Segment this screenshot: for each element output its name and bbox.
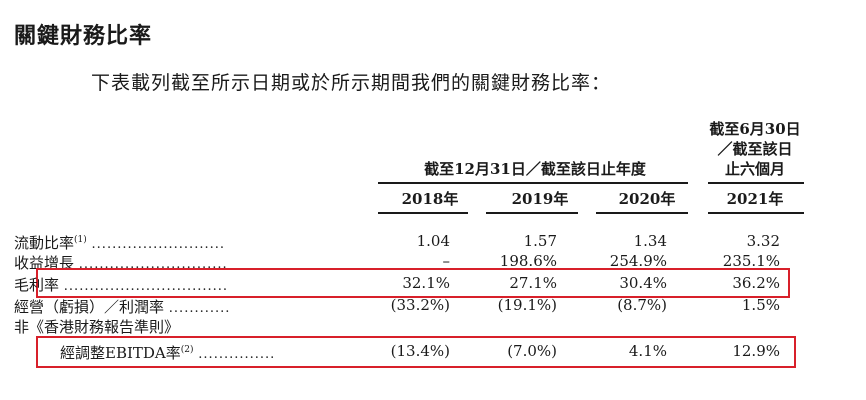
cell: (8.7%) <box>617 296 667 314</box>
cell: 36.2% <box>732 274 780 292</box>
cell: 4.1% <box>628 342 667 360</box>
row-non-hkfrs-label: 非《香港財務報告準則》 <box>14 316 179 337</box>
year-2020: 2020年 <box>618 190 676 208</box>
leader-dots: ............ <box>168 301 231 316</box>
leader-dots: ................................ <box>63 279 229 294</box>
cell: 1.5% <box>741 296 780 314</box>
row-label-text: 非《香港財務報告準則》 <box>14 318 180 336</box>
cell: 198.6% <box>499 252 557 270</box>
cell: 254.9% <box>609 252 667 270</box>
year-rule-2018 <box>378 212 468 214</box>
year-rule-2020 <box>596 212 688 214</box>
leader-dots: ............... <box>198 347 276 362</box>
h2021-header-rule <box>708 182 804 184</box>
row-gross-margin-label: 毛利率 ................................ <box>14 274 228 295</box>
row-label-text: 經調整EBITDA率 <box>60 344 181 362</box>
intro-paragraph: 下表載列截至所示日期或於所示期間我們的關鍵財務比率： <box>91 72 612 94</box>
group-header-rule <box>378 182 688 184</box>
cell: 3.32 <box>746 232 780 250</box>
row-operating-margin-label: 經營（虧損）／利潤率 ............ <box>14 296 230 317</box>
cell: 235.1% <box>722 252 780 270</box>
year-2019: 2019年 <box>511 190 569 208</box>
cell: 32.1% <box>402 274 450 292</box>
cell: (7.0%) <box>507 342 557 360</box>
cell: (19.1%) <box>497 296 557 314</box>
row-label-text: 收益增長 <box>14 254 75 272</box>
row-label-text: 流動比率 <box>14 234 75 252</box>
cell: (13.4%) <box>390 342 450 360</box>
highlight-box-adjusted-ebitda <box>36 336 796 368</box>
row-adjusted-ebitda-label: 經調整EBITDA率(2) ............... <box>60 342 275 363</box>
year-rule-2021 <box>708 212 804 214</box>
leader-dots: .......................... <box>91 237 225 252</box>
cell: 30.4% <box>619 274 667 292</box>
cell: 1.57 <box>523 232 557 250</box>
cell: 1.34 <box>633 232 667 250</box>
highlight-box-gross-margin <box>36 268 790 298</box>
h2021-line2: ／截至該日 <box>717 140 793 158</box>
footnote-ref: (1) <box>74 235 87 245</box>
row-current-ratio-label: 流動比率(1) .......................... <box>14 232 225 253</box>
year-rule-2019 <box>486 212 578 214</box>
section-title: 關鍵財務比率 <box>14 24 153 49</box>
cell: 27.1% <box>509 274 557 292</box>
cell: – <box>442 252 451 270</box>
footnote-ref: (2) <box>180 345 194 355</box>
h2021-line3: 止六個月 <box>724 160 785 178</box>
cell: 12.9% <box>732 342 780 360</box>
h2021-line1: 截至6月30日 <box>709 120 801 138</box>
cell: (33.2%) <box>390 296 450 314</box>
period-group-header: 截至12月31日／截至該日止年度 <box>424 160 646 178</box>
year-2018: 2018年 <box>401 190 459 208</box>
row-label-text: 毛利率 <box>14 276 60 294</box>
cell: 1.04 <box>416 232 450 250</box>
row-label-text: 經營（虧損）／利潤率 <box>14 298 165 316</box>
year-2021: 2021年 <box>726 190 784 208</box>
